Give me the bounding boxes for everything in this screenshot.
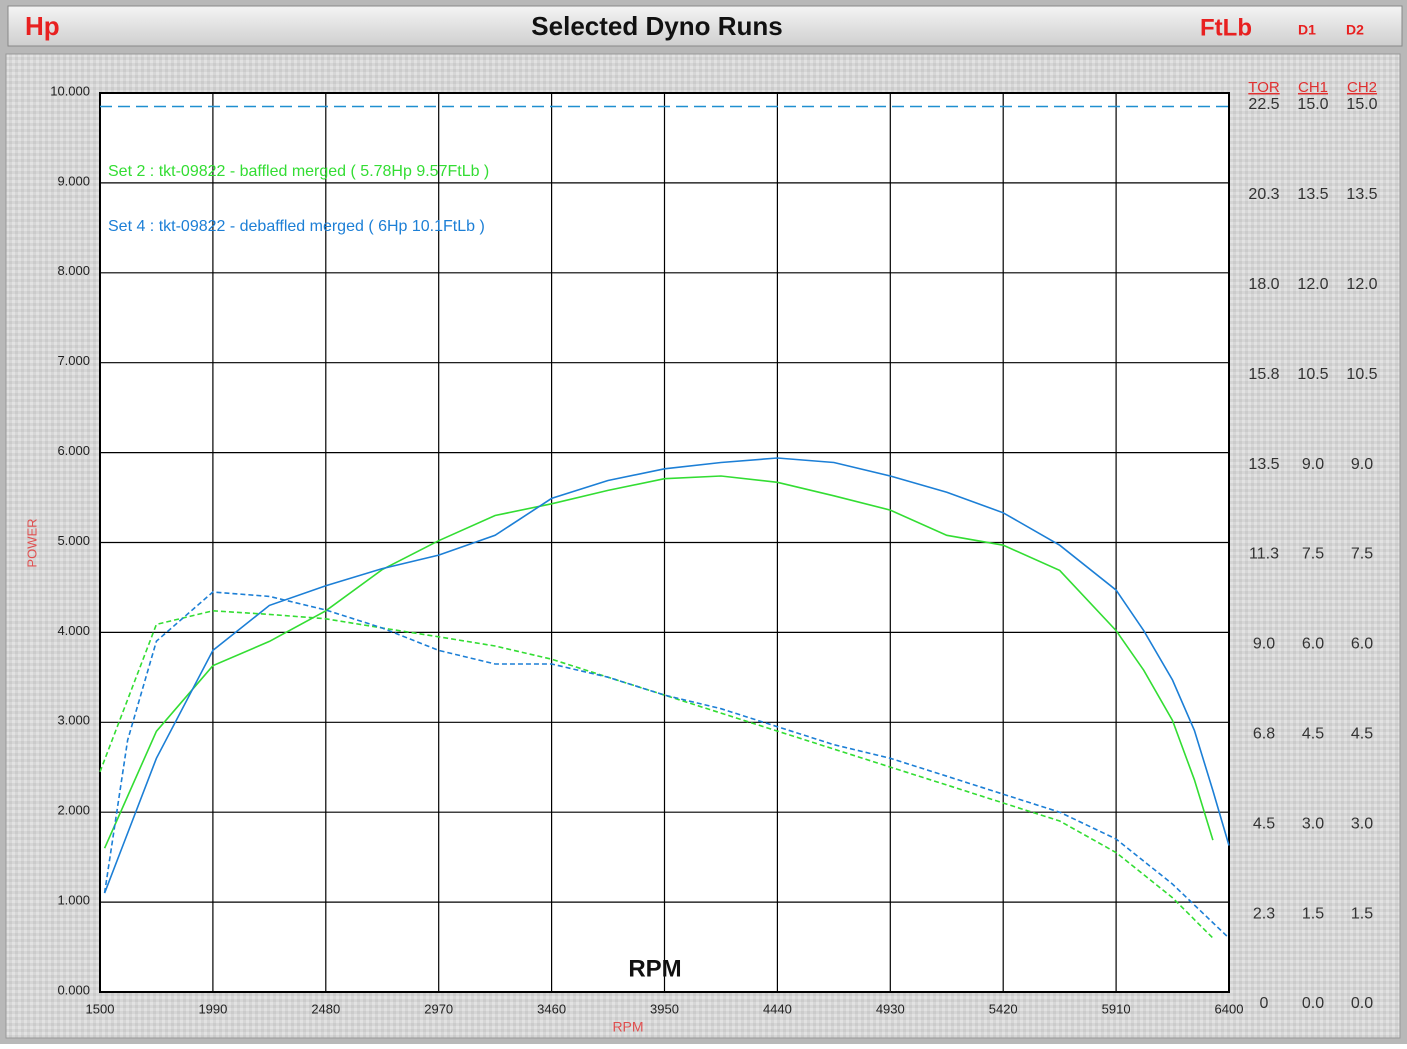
ch-tick-label: 13.5: [1346, 186, 1377, 203]
x-tick-label: 2480: [311, 1001, 340, 1016]
x-axis-title: RPM: [612, 1019, 643, 1035]
ch-tick-label: 1.5: [1302, 905, 1324, 922]
y-tick-label: 4.000: [57, 623, 90, 638]
ch-tick-label: 6.0: [1302, 636, 1324, 653]
axis-header: CH1: [1298, 79, 1328, 96]
y2-tick-label: 11.3: [1249, 546, 1279, 563]
ch-tick-label: 3.0: [1302, 815, 1324, 832]
y2-tick-label: 0: [1260, 995, 1269, 1012]
ch-tick-label: 1.5: [1351, 905, 1373, 922]
ch-tick-label: 10.5: [1346, 366, 1377, 383]
y-tick-label: 0.000: [57, 982, 90, 997]
legend-entry: Set 2 : tkt-09822 - baffled merged ( 5.7…: [108, 163, 489, 180]
x-tick-label: 3460: [537, 1001, 566, 1016]
chart: Hp Selected Dyno Runs FtLb D1 D2 POWER R…: [0, 0, 1407, 1044]
ch-tick-label: 12.0: [1297, 276, 1328, 293]
right-unit: FtLb: [1200, 14, 1252, 41]
y2-tick-label: 13.5: [1248, 456, 1279, 473]
ch-tick-label: 0.0: [1302, 995, 1324, 1012]
y-tick-label: 6.000: [57, 443, 90, 458]
flag: D2: [1346, 22, 1364, 38]
ch-tick-label: 15.0: [1346, 96, 1377, 113]
y-tick-label: 8.000: [57, 263, 90, 278]
y-tick-label: 1.000: [57, 893, 90, 908]
ch-tick-label: 4.5: [1351, 726, 1373, 743]
y2-tick-label: 6.8: [1253, 726, 1275, 743]
ch-tick-label: 0.0: [1351, 995, 1373, 1012]
x-tick-label: 6400: [1215, 1001, 1244, 1016]
y2-tick-label: 9.0: [1253, 636, 1275, 653]
x-tick-label: 4930: [876, 1001, 905, 1016]
axis-header: CH2: [1347, 79, 1377, 96]
left-unit: Hp: [25, 11, 60, 41]
ch-tick-label: 4.5: [1302, 726, 1324, 743]
y2-tick-label: 15.8: [1248, 366, 1279, 383]
y2-tick-label: 2.3: [1253, 905, 1275, 922]
ch-tick-label: 10.5: [1297, 366, 1328, 383]
ch-tick-label: 3.0: [1351, 815, 1373, 832]
x-tick-label: 5910: [1102, 1001, 1131, 1016]
ch-tick-label: 13.5: [1297, 186, 1328, 203]
y-tick-label: 9.000: [57, 173, 90, 188]
x-tick-label: 3950: [650, 1001, 679, 1016]
y2-tick-label: 22.5: [1248, 96, 1279, 113]
ch-tick-label: 12.0: [1346, 276, 1377, 293]
y2-tick-label: 18.0: [1248, 276, 1279, 293]
ch-tick-label: 9.0: [1351, 456, 1373, 473]
y2-tick-label: 4.5: [1253, 815, 1275, 832]
x-tick-label: 5420: [989, 1001, 1018, 1016]
x-tick-label: 1990: [198, 1001, 227, 1016]
y2-tick-label: 20.3: [1248, 186, 1279, 203]
axis-header: TOR: [1248, 79, 1280, 96]
x-tick-label: 4440: [763, 1001, 792, 1016]
ch-tick-label: 7.5: [1302, 546, 1324, 563]
ch-tick-label: 9.0: [1302, 456, 1324, 473]
y-tick-label: 7.000: [57, 353, 90, 368]
flag: D1: [1298, 22, 1316, 38]
legend-entry: Set 4 : tkt-09822 - debaffled merged ( 6…: [108, 218, 485, 235]
y-tick-label: 2.000: [57, 803, 90, 818]
ch-tick-label: 15.0: [1297, 96, 1328, 113]
y-axis-title: POWER: [24, 518, 39, 567]
y-tick-label: 5.000: [57, 533, 90, 548]
y-tick-label: 10.000: [50, 83, 90, 98]
x-tick-label: 1500: [86, 1001, 115, 1016]
x-tick-label: 2970: [424, 1001, 453, 1016]
chart-title: Selected Dyno Runs: [531, 11, 782, 41]
annotation: RPM: [628, 955, 681, 982]
ch-tick-label: 7.5: [1351, 546, 1373, 563]
y-tick-label: 3.000: [57, 713, 90, 728]
ch-tick-label: 6.0: [1351, 636, 1373, 653]
